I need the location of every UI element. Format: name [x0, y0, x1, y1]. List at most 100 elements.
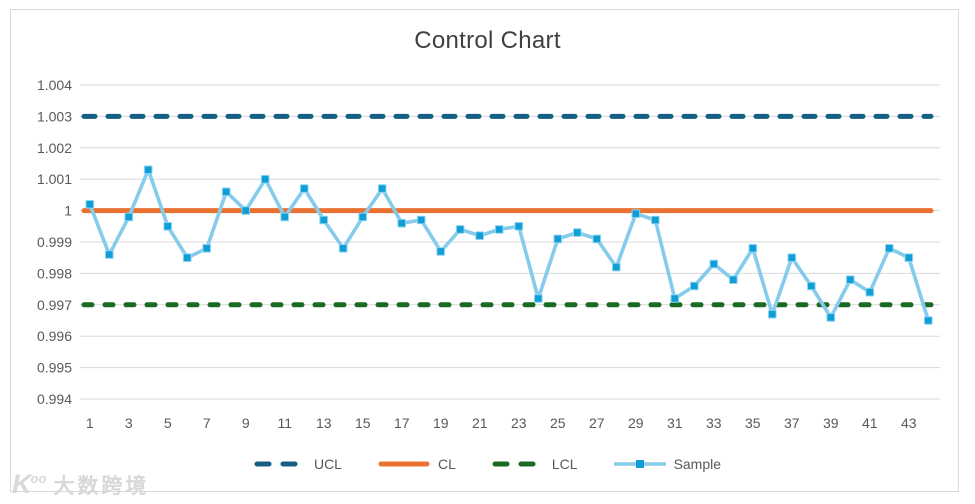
chart-legend: UCL CL LCL Sample — [0, 450, 975, 478]
y-tick-label: 0.999 — [37, 234, 72, 250]
legend-item-cl: CL — [378, 456, 456, 472]
x-tick-label: 27 — [589, 415, 605, 431]
sample-marker — [124, 212, 134, 222]
legend-swatch-dashed — [254, 461, 306, 467]
x-tick-label: 39 — [823, 415, 839, 431]
sample-marker — [904, 253, 914, 262]
sample-line — [88, 168, 931, 323]
y-tick-label: 1.001 — [37, 171, 72, 187]
y-tick-label: 0.998 — [37, 265, 72, 281]
y-tick-label: 1.003 — [37, 108, 72, 124]
sample-marker — [455, 225, 465, 234]
sample-marker — [436, 247, 445, 256]
sample-marker — [670, 294, 680, 303]
sample-marker — [768, 309, 777, 319]
sample-marker — [105, 250, 114, 259]
y-tick-label: 1.002 — [37, 140, 72, 156]
y-tick-label: 0.996 — [37, 328, 72, 344]
sample-markers — [85, 165, 933, 325]
x-tick-label: 25 — [550, 415, 566, 431]
x-tick-label: 23 — [511, 415, 527, 431]
sample-marker — [787, 253, 797, 262]
sample-marker — [690, 281, 699, 291]
x-tick-label: 11 — [278, 415, 293, 431]
sample-marker — [846, 275, 855, 284]
sample-marker — [709, 259, 719, 269]
x-axis-labels: 1 3 5 7 9 11 13 15 17 19 21 23 25 27 29 31 33 35 37 39 41 43 — [86, 415, 917, 431]
sample-marker — [865, 287, 875, 297]
sample-marker — [475, 231, 484, 240]
sample-marker — [299, 184, 309, 193]
sample-marker — [573, 228, 582, 237]
x-tick-label: 43 — [901, 415, 917, 431]
x-tick-label: 37 — [784, 415, 800, 431]
y-tick-label: 1 — [64, 203, 72, 219]
sample-marker — [85, 200, 95, 209]
x-tick-label: 35 — [745, 415, 761, 431]
legend-marker — [635, 460, 644, 468]
y-tick-label: 0.995 — [37, 360, 72, 376]
sample-marker — [260, 174, 270, 184]
legend-item-ucl: UCL — [254, 456, 342, 472]
legend-swatch-marker-line — [613, 460, 666, 468]
sample-marker — [358, 212, 367, 222]
legend-label: UCL — [313, 456, 342, 472]
legend-label: Sample — [673, 456, 722, 472]
sample-marker — [651, 215, 660, 225]
x-tick-label: 19 — [433, 415, 449, 431]
sample-marker — [534, 294, 543, 303]
x-tick-label: 31 — [667, 415, 683, 431]
sample-marker — [319, 215, 328, 225]
x-tick-label: 17 — [394, 415, 410, 431]
watermark: Koo 大数跨境 — [12, 471, 149, 498]
y-tick-label: 1.004 — [37, 77, 72, 93]
watermark-logo-icon: Koo — [12, 469, 47, 499]
sample-marker — [924, 316, 933, 325]
y-tick-label: 0.994 — [37, 391, 72, 407]
legend-label: LCL — [551, 456, 578, 472]
x-tick-label: 33 — [706, 415, 722, 431]
x-tick-label: 41 — [862, 415, 878, 431]
sample-marker — [748, 244, 758, 253]
sample-marker — [592, 234, 602, 244]
sample-marker — [826, 313, 836, 322]
legend-item-sample: Sample — [613, 456, 722, 472]
sample-marker — [241, 206, 250, 215]
sample-marker — [397, 218, 406, 228]
sample-marker — [631, 209, 641, 218]
x-tick-label: 15 — [355, 415, 371, 431]
legend-swatch-dashed — [492, 461, 544, 467]
x-tick-label: 1 — [86, 415, 94, 431]
x-tick-label: 7 — [203, 415, 211, 431]
sample-marker — [612, 262, 621, 272]
chart-title: Control Chart — [414, 27, 561, 54]
y-tick-label: 0.997 — [37, 297, 72, 313]
sample-marker — [163, 222, 172, 231]
sample-marker — [553, 234, 563, 244]
sample-marker — [280, 212, 289, 222]
sample-marker — [182, 253, 192, 262]
x-tick-label: 13 — [316, 415, 332, 431]
x-tick-label: 5 — [164, 415, 172, 431]
legend-item-lcl: LCL — [492, 456, 578, 472]
sample-marker — [338, 244, 348, 253]
y-axis-labels: 1.004 1.003 1.002 1.001 1 0.999 0.998 0.997 0.99… — [37, 77, 72, 407]
watermark-text: 大数跨境 — [53, 475, 150, 498]
sample-marker — [514, 222, 524, 231]
sample-marker — [729, 275, 738, 284]
x-tick-label: 29 — [628, 415, 644, 431]
sample-marker — [377, 184, 387, 193]
legend-label: CL — [437, 456, 456, 472]
sample-marker — [494, 225, 504, 234]
x-tick-label: 3 — [125, 415, 133, 431]
sample-marker — [221, 187, 231, 197]
sample-marker — [143, 165, 153, 175]
y-gridlines — [80, 84, 940, 400]
sample-marker — [885, 244, 894, 253]
x-tick-label: 21 — [472, 415, 488, 431]
sample-marker — [416, 215, 426, 225]
sample-marker — [202, 244, 211, 253]
sample-marker — [807, 281, 816, 291]
